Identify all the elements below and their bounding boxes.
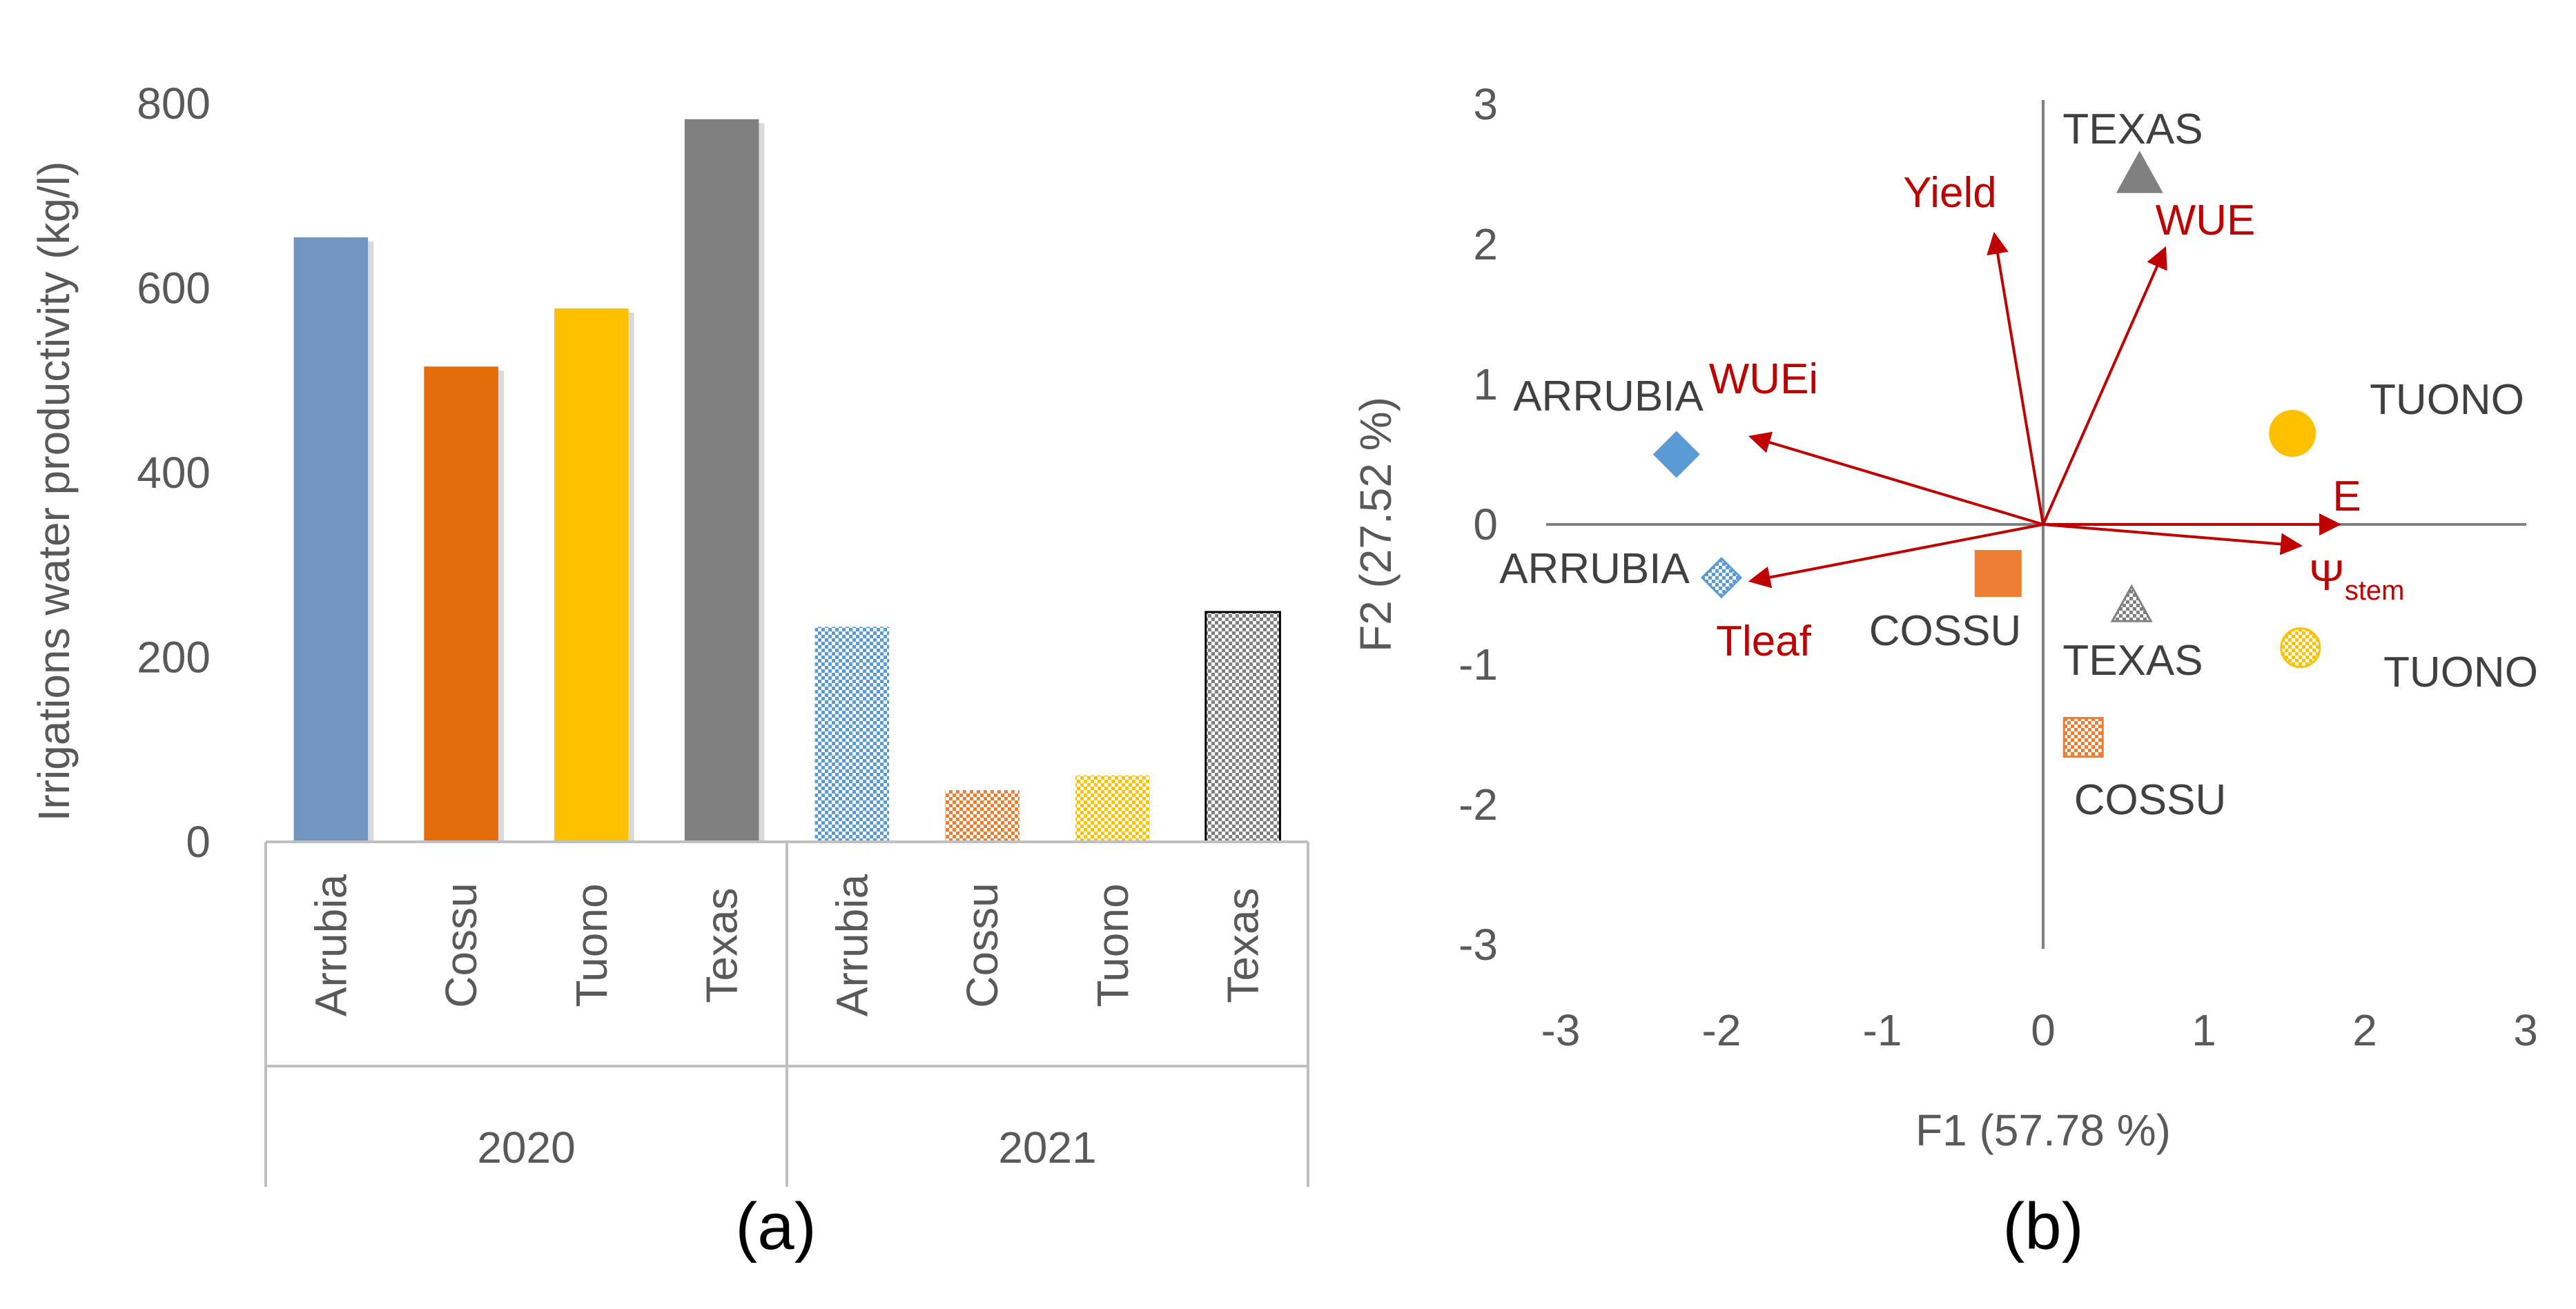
category-label: Cossu bbox=[957, 883, 1007, 1007]
point-label: COSSU bbox=[2074, 776, 2226, 824]
bars bbox=[293, 119, 1281, 843]
y-tick-label: -2 bbox=[1458, 780, 1498, 829]
vector-label: E bbox=[2332, 473, 2361, 520]
y-tick-label: 400 bbox=[137, 448, 211, 498]
bar-texas-2020 bbox=[684, 119, 759, 842]
y-tick-label: 600 bbox=[137, 264, 211, 313]
point-texas-checkered bbox=[2110, 584, 2153, 622]
vector-wuei bbox=[1748, 431, 2044, 526]
point-cossu-checkered bbox=[2062, 717, 2104, 758]
x-tick-labels: -3 -2 -1 0 1 2 3 bbox=[1541, 1005, 2538, 1055]
point-tuono-solid bbox=[2269, 410, 2316, 457]
bar-arrubia-2021 bbox=[814, 627, 890, 842]
point-label: COSSU bbox=[1869, 607, 2021, 655]
x-tick-label: -3 bbox=[1541, 1005, 1581, 1055]
vector-label: Tleaf bbox=[1716, 618, 1812, 665]
point-label: ARRUBIA bbox=[1499, 545, 1690, 593]
point-label: ARRUBIA bbox=[1513, 373, 1704, 420]
x-tick-label: 0 bbox=[2031, 1005, 2056, 1055]
category-label: Tuono bbox=[567, 883, 616, 1007]
x-tick-label: 3 bbox=[2513, 1005, 2538, 1055]
vector-yield bbox=[1987, 231, 2045, 525]
point-label: TEXAS bbox=[2062, 106, 2203, 153]
y-tick-label: -1 bbox=[1458, 640, 1498, 689]
y-axis-label: Irrigations water productivity (kg/l) bbox=[29, 161, 79, 822]
point-texas-solid bbox=[2116, 150, 2163, 193]
score-points: TEXAS TUONO ARRUBIA COSSU ARRUBIA TEXAS TUONO C… bbox=[1499, 106, 2538, 824]
vector-label-subscript: stem bbox=[2345, 575, 2405, 606]
biplot-panel: -3 -2 -1 0 1 2 3 -3 -2 -1 0 1 2 3 F1 (57.78 %) F2 (2… bbox=[1351, 79, 2538, 1263]
point-label: TEXAS bbox=[2062, 637, 2203, 685]
point-arrubia-checkered bbox=[1700, 557, 1743, 599]
y-tick-labels: 0 200 400 600 800 bbox=[137, 79, 211, 867]
vector-ψ bbox=[2042, 523, 2303, 555]
y-tick-label: 2 bbox=[1473, 219, 1498, 269]
category-label: Texas bbox=[1218, 887, 1268, 1003]
vector-label-main: Tleaf bbox=[1716, 618, 1812, 665]
y-tick-labels: -3 -2 -1 0 1 2 3 bbox=[1458, 79, 1498, 970]
point-arrubia-solid bbox=[1652, 431, 1700, 478]
bar-tuono-2021 bbox=[1075, 775, 1150, 842]
y-tick-label: 3 bbox=[1473, 79, 1498, 129]
bar-texas-2021 bbox=[1204, 611, 1281, 843]
y-tick-label: 0 bbox=[186, 817, 211, 867]
y-tick-label: 0 bbox=[1473, 500, 1498, 549]
panel-label-b: (b) bbox=[2002, 1190, 2083, 1263]
vector-label-main: WUEi bbox=[1709, 355, 1818, 403]
vector-label: Ψstem bbox=[2309, 552, 2405, 606]
vector-label-main: Ψ bbox=[2309, 552, 2345, 600]
x-axis-label: F1 (57.78 %) bbox=[1915, 1105, 2171, 1155]
point-tuono-checkered bbox=[2280, 627, 2321, 669]
group-label: 2020 bbox=[477, 1123, 575, 1172]
vector-label-main: E bbox=[2332, 473, 2361, 520]
vector-label: Yield bbox=[1903, 169, 1997, 217]
group-label: 2021 bbox=[998, 1123, 1096, 1172]
category-label: Arrubia bbox=[827, 874, 877, 1016]
vector-label-main: WUE bbox=[2156, 197, 2256, 244]
y-axis-label: F2 (27.52 %) bbox=[1351, 397, 1401, 652]
y-tick-label: -3 bbox=[1458, 920, 1498, 970]
vector-label: WUE bbox=[2156, 197, 2256, 244]
category-label: Tuono bbox=[1088, 883, 1138, 1007]
point-label: TUONO bbox=[2383, 649, 2538, 696]
y-tick-label: 200 bbox=[137, 633, 211, 682]
panel-label-a: (a) bbox=[735, 1190, 816, 1263]
x-tick-label: -1 bbox=[1863, 1005, 1902, 1055]
vector-wue bbox=[2042, 246, 2167, 525]
category-label: Texas bbox=[697, 887, 747, 1003]
vector-label-main: Yield bbox=[1903, 169, 1997, 217]
x-tick-label: -2 bbox=[1702, 1005, 1741, 1055]
point-cossu-solid bbox=[1974, 550, 2022, 598]
y-tick-label: 800 bbox=[137, 79, 211, 128]
bar-cossu-2021 bbox=[945, 790, 1019, 842]
vector-tleaf bbox=[1748, 523, 2044, 589]
x-tick-label: 2 bbox=[2352, 1005, 2377, 1055]
bar-chart-panel: Irrigations water productivity (kg/l) 0 2… bbox=[29, 79, 1309, 1263]
bar-tuono-2020 bbox=[554, 308, 629, 842]
y-tick-label: 1 bbox=[1473, 360, 1498, 409]
bar-cossu-2020 bbox=[424, 366, 498, 842]
point-label: TUONO bbox=[2370, 376, 2524, 424]
vector-label: WUEi bbox=[1709, 355, 1818, 403]
category-label: Cossu bbox=[436, 883, 486, 1007]
x-tick-label: 1 bbox=[2192, 1005, 2216, 1055]
category-label: Arrubia bbox=[306, 874, 355, 1016]
category-axis: Arrubia Cossu Tuono Texas 2020 Arrubia Cossu Tu… bbox=[264, 840, 1309, 1187]
bar-arrubia-2020 bbox=[293, 237, 369, 842]
